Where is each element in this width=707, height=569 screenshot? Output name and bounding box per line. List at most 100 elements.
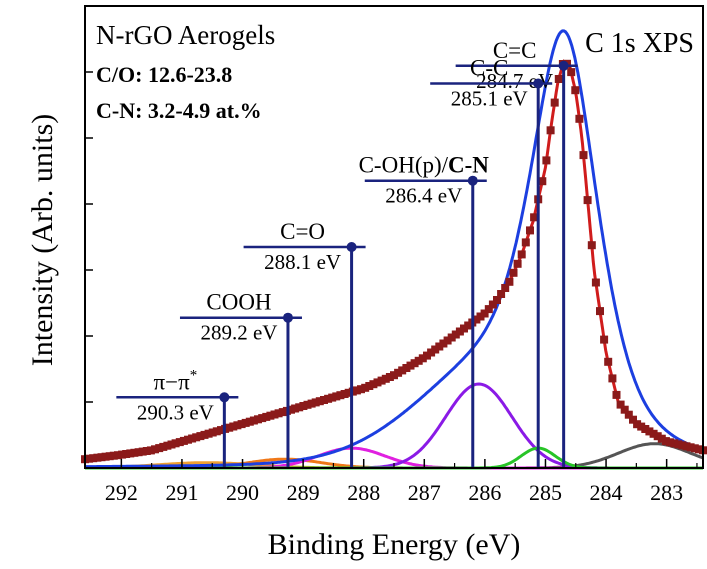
data-point xyxy=(311,398,320,407)
data-point xyxy=(657,434,666,443)
data-point xyxy=(596,307,604,316)
data-point xyxy=(427,348,436,357)
data-point xyxy=(385,373,394,381)
data-point xyxy=(270,410,279,419)
data-point xyxy=(357,385,365,394)
data-point xyxy=(109,451,118,460)
data-point xyxy=(278,408,287,417)
data-point xyxy=(517,250,526,259)
data-point xyxy=(291,404,300,413)
data-point xyxy=(85,454,94,463)
annotation-label: π−π* xyxy=(154,367,198,394)
data-point xyxy=(616,400,625,409)
data-point xyxy=(612,390,621,399)
data-point xyxy=(361,383,370,392)
data-point xyxy=(579,151,588,160)
data-point xyxy=(493,296,501,304)
x-tick-label: 285 xyxy=(529,480,562,505)
data-point xyxy=(295,403,304,412)
data-point xyxy=(464,321,473,330)
data-point xyxy=(163,441,172,450)
data-point xyxy=(575,114,584,123)
data-point xyxy=(666,438,674,447)
data-point xyxy=(649,429,658,438)
annotation-label: C-C xyxy=(470,55,508,80)
x-tick-label: 288 xyxy=(347,480,380,505)
data-point xyxy=(225,423,234,432)
data-point xyxy=(303,400,312,409)
data-point xyxy=(661,437,670,446)
data-point xyxy=(670,439,679,448)
data-point xyxy=(118,450,127,459)
data-point xyxy=(184,435,192,444)
data-point xyxy=(682,442,691,451)
data-point xyxy=(521,238,530,247)
x-tick-label: 283 xyxy=(650,480,683,505)
data-point xyxy=(167,440,176,449)
data-point xyxy=(484,305,493,314)
data-point xyxy=(447,333,456,342)
data-point xyxy=(402,364,411,372)
data-point xyxy=(217,426,225,435)
annotation-label: C-OH(p)/C-N xyxy=(359,153,490,178)
data-point xyxy=(196,432,205,441)
data-point xyxy=(377,376,386,385)
data-point xyxy=(451,330,460,339)
data-point xyxy=(398,366,407,375)
y-axis-label: Intensity (Arb. units) xyxy=(26,114,59,366)
x-tick-label: 289 xyxy=(287,480,320,505)
data-point xyxy=(587,241,596,250)
data-point xyxy=(254,415,262,424)
data-point xyxy=(423,351,431,360)
data-point xyxy=(431,345,440,354)
data-point xyxy=(188,434,197,443)
data-point xyxy=(274,409,283,418)
data-point xyxy=(262,412,271,421)
data-point xyxy=(126,449,135,458)
data-point xyxy=(538,177,547,186)
data-point xyxy=(229,422,238,431)
data-point xyxy=(146,446,155,455)
data-point xyxy=(237,420,246,429)
data-point xyxy=(645,427,654,436)
inset-line2: C/O: 12.6-23.8 xyxy=(96,62,232,87)
data-point xyxy=(151,445,159,454)
data-point xyxy=(653,432,662,441)
data-point xyxy=(546,126,555,135)
data-point xyxy=(258,414,267,423)
data-point xyxy=(369,380,378,389)
x-tick-label: 284 xyxy=(590,480,623,505)
annotation-energy: 288.1 eV xyxy=(264,250,341,274)
data-point xyxy=(678,441,687,450)
data-point xyxy=(171,439,180,448)
data-point xyxy=(513,259,522,268)
data-point xyxy=(674,440,683,449)
x-axis-label: Binding Energy (eV) xyxy=(268,528,521,561)
data-point xyxy=(307,399,316,408)
chart-title: C 1s XPS xyxy=(585,28,694,59)
y-axis-ticks xyxy=(85,71,93,403)
annotation-label: C=O xyxy=(280,219,325,244)
data-point xyxy=(320,396,328,404)
data-point xyxy=(179,436,188,445)
data-point xyxy=(340,390,349,398)
annotation-label: C=C xyxy=(493,38,537,63)
data-point xyxy=(410,359,419,368)
data-point xyxy=(694,445,703,454)
data-point xyxy=(629,415,637,424)
data-point xyxy=(497,290,506,298)
data-point xyxy=(299,402,308,410)
data-point xyxy=(97,453,106,462)
data-point xyxy=(138,447,147,456)
data-point xyxy=(381,374,390,383)
inset-line1: N-rGO Aerogels xyxy=(96,20,275,50)
data-point xyxy=(365,382,374,390)
data-point xyxy=(604,357,613,366)
data-point xyxy=(472,315,481,324)
annotation-energy: 290.3 eV xyxy=(137,400,214,424)
data-point xyxy=(344,388,353,397)
data-point xyxy=(159,442,168,451)
data-point xyxy=(122,450,131,458)
annotation-energy: 289.2 eV xyxy=(200,321,277,345)
data-point xyxy=(624,410,633,419)
